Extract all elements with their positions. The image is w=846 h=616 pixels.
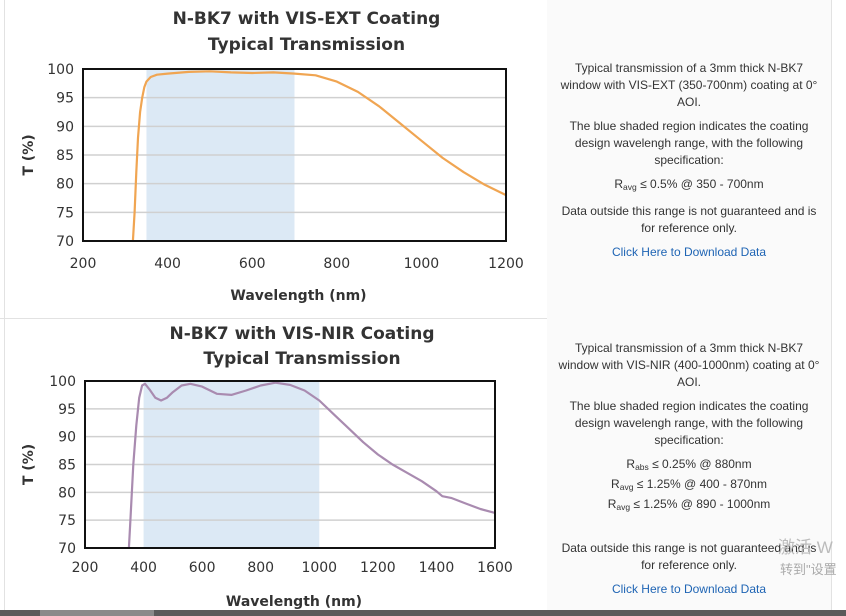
chart-row-vis-ext: N-BK7 with VIS-EXT Coating Typical Transm… bbox=[4, 0, 832, 318]
chart-subtitle: Typical Transmission bbox=[203, 349, 400, 369]
spec-symbol: R bbox=[626, 457, 636, 471]
y-tick-label: 85 bbox=[56, 148, 74, 164]
x-axis-label: Wavelength (nm) bbox=[226, 594, 362, 610]
x-tick-label: 1200 bbox=[488, 256, 524, 272]
disclaimer-text: Data outside this range is not guarantee… bbox=[561, 541, 817, 572]
x-tick-label: 1400 bbox=[419, 560, 455, 576]
x-tick-label: 800 bbox=[323, 256, 350, 272]
y-tick-label: 95 bbox=[58, 402, 76, 418]
y-axis-label: T (%) bbox=[21, 444, 37, 485]
chart-cell: N-BK7 with VIS-NIR Coating Typical Transm… bbox=[4, 318, 548, 616]
y-tick-label: 75 bbox=[56, 205, 74, 221]
chart-vis-ext: N-BK7 with VIS-EXT Coating Typical Transm… bbox=[21, 9, 524, 304]
chart-cell: N-BK7 with VIS-EXT Coating Typical Transm… bbox=[4, 0, 548, 318]
x-tick-label: 400 bbox=[130, 560, 157, 576]
description-panel: Typical transmission of a 3mm thick N-BK… bbox=[547, 0, 832, 318]
specification-list: Ravg ≤ 0.5% @ 350 - 700nm bbox=[555, 176, 823, 196]
spec-subscript: avg bbox=[623, 182, 637, 192]
taskbar-segment bbox=[40, 610, 154, 616]
specification-line: Rabs ≤ 0.25% @ 880nm bbox=[555, 456, 823, 476]
x-axis-label: Wavelength (nm) bbox=[230, 288, 366, 304]
x-tick-label: 1000 bbox=[404, 256, 440, 272]
y-tick-label: 95 bbox=[56, 91, 74, 107]
y-tick-label: 80 bbox=[56, 177, 74, 193]
description-paragraph: The blue shaded region indicates the coa… bbox=[569, 119, 809, 167]
y-tick-label: 75 bbox=[58, 513, 76, 529]
description-panel: Typical transmission of a 3mm thick N-BK… bbox=[547, 318, 832, 616]
x-tick-label: 800 bbox=[247, 560, 274, 576]
spec-subscript: avg bbox=[616, 502, 631, 512]
x-tick-label: 1200 bbox=[360, 560, 396, 576]
spec-symbol: R bbox=[607, 497, 617, 511]
x-tick-label: 200 bbox=[70, 256, 97, 272]
plot-frame bbox=[84, 380, 496, 549]
y-tick-label: 70 bbox=[58, 541, 76, 557]
transmission-curve bbox=[131, 70, 507, 242]
x-tick-label: 600 bbox=[189, 560, 216, 576]
chart-row-vis-nir: N-BK7 with VIS-NIR Coating Typical Transm… bbox=[0, 318, 846, 616]
download-data-link[interactable]: Click Here to Download Data bbox=[611, 245, 767, 259]
x-tick-label: 200 bbox=[72, 560, 99, 576]
transmission-curve bbox=[127, 381, 496, 549]
x-tick-label: 400 bbox=[154, 256, 181, 272]
description-paragraph: The blue shaded region indicates the coa… bbox=[569, 399, 809, 447]
y-tick-label: 100 bbox=[47, 62, 74, 78]
x-tick-label: 1000 bbox=[301, 560, 337, 576]
disclaimer-text: Data outside this range is not guarantee… bbox=[561, 204, 817, 235]
os-activation-watermark-hint: 转到"设置 bbox=[780, 562, 837, 577]
specification-list: Rabs ≤ 0.25% @ 880nm Ravg ≤ 1.25% @ 400 -… bbox=[555, 456, 823, 516]
y-tick-label: 85 bbox=[58, 458, 76, 474]
description-paragraph: Typical transmission of a 3mm thick N-BK… bbox=[558, 341, 820, 389]
x-tick-label: 1600 bbox=[477, 560, 513, 576]
plot-frame bbox=[82, 68, 507, 242]
download-data-link[interactable]: Click Here to Download Data bbox=[611, 582, 767, 596]
chart-title: N-BK7 with VIS-EXT Coating bbox=[173, 9, 441, 29]
spec-value: ≤ 1.25% @ 890 - 1000nm bbox=[630, 497, 771, 511]
specification-line: Ravg ≤ 1.25% @ 890 - 1000nm bbox=[555, 496, 823, 516]
description-text: Typical transmission of a 3mm thick N-BK… bbox=[555, 60, 823, 268]
specification-line: Ravg ≤ 1.25% @ 400 - 870nm bbox=[555, 476, 823, 496]
y-tick-label: 90 bbox=[56, 119, 74, 135]
specification-line: Ravg ≤ 0.5% @ 350 - 700nm bbox=[555, 176, 823, 196]
y-tick-label: 90 bbox=[58, 430, 76, 446]
spec-value: ≤ 0.25% @ 880nm bbox=[648, 457, 752, 471]
y-tick-label: 100 bbox=[49, 374, 76, 390]
taskbar-strip bbox=[0, 610, 846, 616]
y-tick-label: 70 bbox=[56, 234, 74, 250]
y-axis-label: T (%) bbox=[21, 134, 37, 175]
chart-subtitle: Typical Transmission bbox=[208, 35, 405, 55]
spec-value: ≤ 0.5% @ 350 - 700nm bbox=[636, 177, 764, 191]
row-divider bbox=[0, 318, 831, 319]
spec-symbol: R bbox=[611, 477, 620, 491]
y-tick-label: 80 bbox=[58, 485, 76, 501]
chart-vis-nir: N-BK7 with VIS-NIR Coating Typical Transm… bbox=[21, 324, 513, 610]
os-activation-watermark: 激活 W bbox=[778, 538, 833, 557]
spec-subscript: abs bbox=[635, 462, 649, 472]
description-text: Typical transmission of a 3mm thick N-BK… bbox=[555, 340, 823, 605]
description-paragraph: Typical transmission of a 3mm thick N-BK… bbox=[560, 61, 818, 109]
spec-subscript: avg bbox=[619, 482, 634, 492]
spec-value: ≤ 1.25% @ 400 - 870nm bbox=[633, 477, 767, 491]
spec-symbol: R bbox=[614, 177, 624, 191]
x-tick-label: 600 bbox=[239, 256, 266, 272]
chart-title: N-BK7 with VIS-NIR Coating bbox=[169, 324, 434, 344]
